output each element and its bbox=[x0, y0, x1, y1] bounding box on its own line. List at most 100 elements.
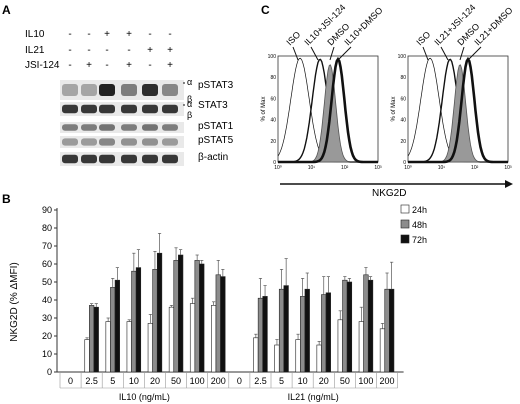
histogram-y-tick: 80 bbox=[270, 75, 276, 81]
y-tick-label: 70 bbox=[42, 241, 52, 251]
treatment-mark: + bbox=[126, 29, 132, 40]
treatment-mark: + bbox=[167, 45, 173, 56]
blot-band-label: pSTAT1 bbox=[198, 121, 234, 132]
blot-band bbox=[99, 124, 115, 131]
x-tick-label: 50 bbox=[171, 376, 181, 386]
label-arrow bbox=[292, 46, 299, 61]
x-tick-label: 200 bbox=[380, 376, 395, 386]
blot-band bbox=[99, 138, 115, 146]
legend-swatch bbox=[400, 204, 410, 214]
bar-24h bbox=[147, 323, 153, 373]
bar-24h bbox=[126, 321, 132, 373]
bar-72h bbox=[325, 292, 331, 373]
blot-band bbox=[62, 154, 78, 164]
histogram-curve bbox=[408, 56, 508, 164]
bar-72h bbox=[283, 285, 289, 373]
y-tick-label: 90 bbox=[42, 205, 52, 215]
bar-24h bbox=[379, 328, 386, 373]
x-tick-label: 100 bbox=[358, 376, 373, 386]
bar-y-axis-label: NKG2D (% ΔMFI) bbox=[9, 262, 20, 341]
bar-48h bbox=[173, 260, 179, 373]
treatment-mark: - bbox=[148, 29, 151, 40]
bar-72h bbox=[346, 281, 353, 373]
bar-48h bbox=[257, 297, 264, 373]
histogram-y-tick: 40 bbox=[400, 118, 406, 124]
legend-label: 24h bbox=[412, 205, 427, 215]
bar-48h bbox=[342, 279, 348, 373]
blot-band bbox=[62, 138, 78, 146]
y-tick-label: 80 bbox=[42, 223, 52, 233]
legend-label: 48h bbox=[412, 220, 427, 230]
treatment-mark: - bbox=[127, 45, 130, 56]
isoform-label: α bbox=[187, 77, 192, 87]
histogram-curve-label: ISO bbox=[414, 29, 432, 47]
blot-band bbox=[142, 138, 158, 146]
nkg2d-bar-chart: 0 10 20 30 40 50 60 70 80 90 0 2.5 5 10 20 50 100 200 0 2.5… bbox=[42, 204, 427, 402]
histogram-y-axis-label: % of Max bbox=[391, 96, 397, 121]
isoform-label: β bbox=[187, 110, 192, 120]
label-arrow bbox=[440, 46, 449, 61]
treatment-mark: - bbox=[105, 60, 108, 71]
treatment-mark: - bbox=[68, 45, 71, 56]
treatment-mark: + bbox=[147, 45, 153, 56]
blot-band bbox=[81, 84, 97, 96]
blot-band bbox=[99, 154, 115, 164]
legend-swatch bbox=[400, 234, 410, 244]
blot-band bbox=[99, 104, 115, 114]
bar-24h bbox=[295, 339, 301, 373]
y-tick-label: 40 bbox=[42, 295, 52, 305]
bar-48h bbox=[131, 270, 137, 373]
label-arrow bbox=[467, 46, 482, 61]
bar-24h bbox=[253, 337, 259, 373]
bar-72h bbox=[220, 276, 226, 373]
treatment-mark: + bbox=[104, 29, 110, 40]
treatment-mark: - bbox=[87, 45, 90, 56]
histogram-x-tick: 10³ bbox=[504, 165, 512, 171]
histogram-x-tick: 10³ bbox=[374, 165, 382, 171]
bar-24h bbox=[189, 303, 196, 373]
x-tick-label: 50 bbox=[340, 376, 350, 386]
histogram-y-tick: 60 bbox=[270, 96, 276, 102]
blot-band bbox=[142, 84, 158, 96]
histogram-x-tick: 10¹ bbox=[308, 165, 316, 171]
treatment-label-jsi124: JSI-124 bbox=[25, 60, 60, 71]
treatment-mark: - bbox=[68, 60, 71, 71]
blot-band bbox=[162, 154, 178, 164]
treatment-mark: - bbox=[68, 29, 71, 40]
group-label: IL10 (ng/mL) bbox=[119, 392, 170, 402]
x-tick-label: 2.5 bbox=[85, 376, 98, 386]
label-arrow bbox=[337, 46, 352, 61]
blot-band bbox=[142, 124, 158, 131]
bar-48h bbox=[215, 274, 221, 373]
bar-72h bbox=[156, 252, 163, 373]
treatment-mark: + bbox=[86, 60, 92, 71]
histogram-x-tick: 10⁰ bbox=[404, 165, 412, 171]
histogram-x-tick: 10² bbox=[471, 165, 479, 171]
blot-band bbox=[81, 104, 97, 114]
label-arrow bbox=[422, 46, 429, 61]
bar-48h bbox=[321, 294, 327, 373]
x-tick-label: 20 bbox=[150, 376, 160, 386]
western-blot bbox=[60, 80, 184, 166]
legend-swatch bbox=[400, 219, 410, 229]
bar-48h bbox=[89, 305, 95, 373]
label-arrow bbox=[459, 46, 465, 61]
x-tick-label: 10 bbox=[129, 376, 139, 386]
blot-band-label: pSTAT3 bbox=[198, 80, 234, 91]
treatment-marks: - - + + - - - - - - + + - + - + - + bbox=[68, 29, 173, 71]
histogram-x-tick: 10² bbox=[341, 165, 349, 171]
bar-24h bbox=[105, 321, 111, 373]
histogram-y-tick: 80 bbox=[400, 75, 406, 81]
blot-band bbox=[121, 84, 137, 96]
blot-band-label: β-actin bbox=[198, 152, 228, 163]
treatment-mark: - bbox=[105, 45, 108, 56]
y-tick-label: 20 bbox=[42, 331, 52, 341]
treatment-mark: - bbox=[168, 29, 171, 40]
bar-24h bbox=[337, 319, 343, 373]
bar-48h bbox=[194, 260, 200, 373]
histogram-y-tick: 100 bbox=[268, 54, 277, 60]
histogram-y-tick: 20 bbox=[400, 139, 406, 145]
x-tick-label: 200 bbox=[211, 376, 226, 386]
